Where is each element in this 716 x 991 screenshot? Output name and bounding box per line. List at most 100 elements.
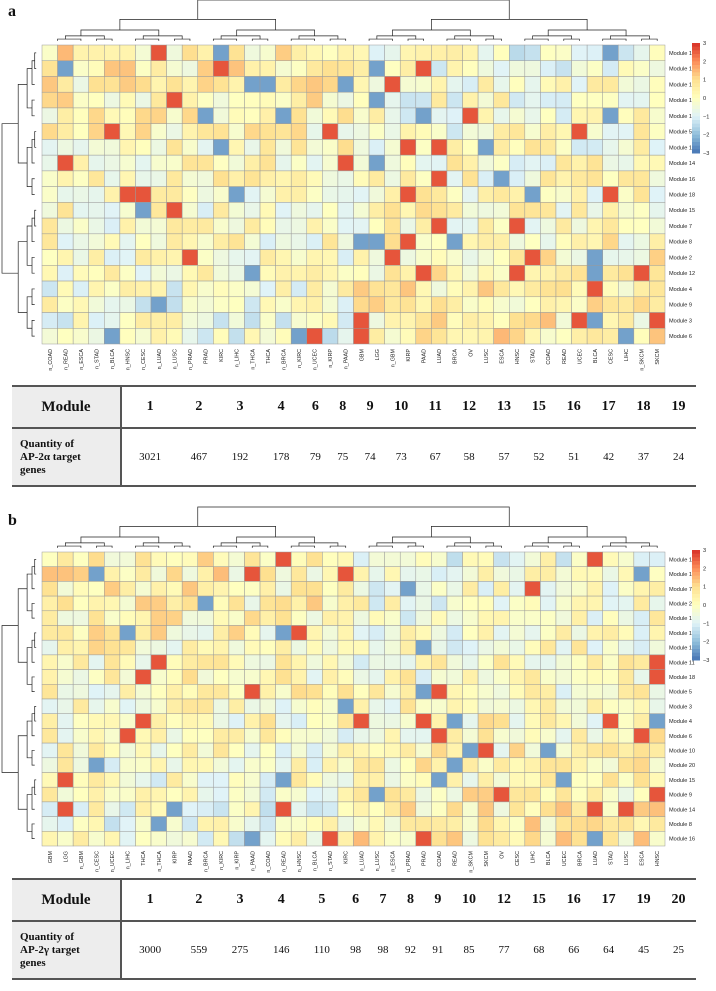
heatmap-cell [493,786,510,803]
heatmap-cell [493,123,510,140]
heatmap-cell [431,684,448,700]
dendrogram-branch [485,38,502,41]
heatmap-cell [399,566,417,582]
dendrogram-branch [17,83,28,164]
heatmap-cell [602,639,619,656]
heatmap-cell [72,91,89,109]
heatmap-cell [306,654,323,670]
heatmap-cell [275,107,292,124]
heatmap-cell [104,581,121,597]
heatmap-cell [586,625,603,641]
heatmap-cell [259,610,276,626]
heatmap-cell [150,312,167,329]
dendrogram-branch [174,38,191,41]
heatmap-cell [586,581,603,597]
heatmap-cell [586,265,603,282]
module-number: 9 [424,878,452,922]
heatmap-cell [415,728,432,744]
heatmap-cell [384,186,401,203]
heatmap-cell [540,76,557,93]
heatmap-cell [88,44,105,61]
heatmap-cell [337,139,354,156]
gene-count: 92 [396,920,425,980]
heatmap-cell [384,742,401,759]
legend-tick-label: −1 [703,114,709,120]
heatmap-cell [618,76,635,93]
heatmap-cell [462,280,479,298]
heatmap-cell [368,772,385,788]
heatmap-cell [275,831,292,847]
legend-swatch [692,590,700,595]
heatmap-cell [633,186,650,203]
heatmap-cell [555,786,572,803]
heatmap-cell [524,757,541,773]
heatmap-cell [104,713,121,729]
heatmap-cell [493,280,510,298]
heatmap-cell [228,265,245,282]
heatmap-cell [228,328,245,345]
heatmap-cell [602,610,619,626]
heatmap-cell [57,581,74,597]
gene-count: 58 [451,427,487,487]
column-label: n_PAAD [250,851,256,871]
heatmap-cell [337,328,354,345]
heatmap-cell [524,296,541,313]
heatmap-cell [399,801,417,817]
heatmap-cell [41,202,58,219]
heatmap-cell [181,713,199,729]
heatmap-cell [244,581,261,597]
heatmap-cell [166,581,183,597]
heatmap-cell [181,684,199,700]
heatmap-cell [618,265,635,282]
heatmap-cell [290,786,308,803]
heatmap-cell [104,139,121,156]
heatmap-cell [602,816,619,832]
heatmap-cell [104,328,121,345]
heatmap-cell [477,170,494,187]
heatmap-cell [119,154,136,172]
heatmap-cell [649,233,666,250]
heatmap-cell [509,60,526,77]
heatmap-cell [524,786,541,803]
heatmap-cell [540,249,557,266]
legend-swatch [692,634,700,639]
heatmap-cell [275,328,292,345]
heatmap-cell [244,566,261,582]
heatmap-cell [119,566,136,582]
heatmap-cell [213,669,230,685]
heatmap-cell [181,60,199,77]
dendrogram-branch [96,545,113,548]
heatmap-cell [72,625,89,641]
heatmap-cell [197,816,214,832]
heatmap-cell [540,831,557,847]
heatmap-cell [415,280,432,298]
heatmap-cell [524,816,541,832]
heatmap-cell [150,713,167,729]
heatmap-cell [197,328,214,345]
heatmap-cell [353,249,370,266]
dendrogram-branch [119,19,276,30]
dendrogram-branch [65,35,105,40]
heatmap-cell [104,728,121,744]
heatmap-cell [57,107,74,124]
column-label: SKCM [484,850,490,866]
heatmap-cell [275,772,292,788]
heatmap-cell [259,186,276,203]
heatmap-cell [197,123,214,140]
heatmap-cell [228,312,245,329]
heatmap-cell [586,249,603,266]
row-label: Module 16 [669,837,695,843]
heatmap-cell [228,772,245,788]
heatmap-cell [119,217,136,235]
heatmap-cell [493,625,510,641]
heatmap-cell [57,170,74,187]
heatmap-cell [150,801,167,817]
heatmap-cell [259,76,276,93]
column-label: ESCA [499,349,505,364]
heatmap-cell [493,595,510,612]
legend-tick-label: 0 [703,96,706,102]
heatmap-cell [72,551,89,567]
legend-swatch [692,61,700,66]
heatmap-cell [88,801,105,817]
heatmap-cell [462,107,479,124]
